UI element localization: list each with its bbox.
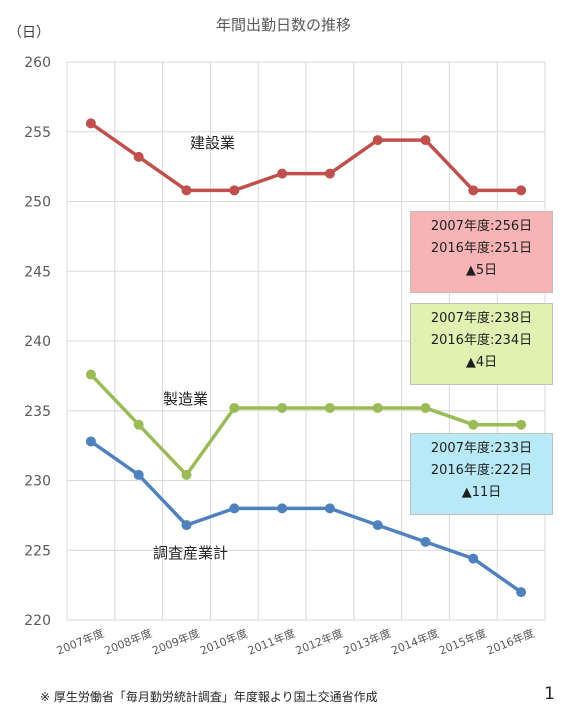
x-tick-label: 2010年度 [198, 626, 250, 658]
data-point [516, 587, 527, 598]
series-line [89, 121, 523, 193]
series-line [89, 372, 523, 477]
annotation-line: 2016年度:234日 [430, 333, 533, 348]
data-point [468, 419, 479, 430]
data-point [324, 168, 335, 179]
data-point [372, 520, 383, 531]
y-tick-label: 235 [24, 404, 51, 420]
data-point [324, 402, 335, 413]
annotation-line: 2007年度:238日 [430, 311, 533, 326]
y-tick-label: 225 [24, 543, 51, 559]
data-point [181, 185, 192, 196]
series-label: 調査産業計 [153, 544, 228, 562]
annotation-box-construction: 2007年度:256日 2016年度:251日 ▲5日 [410, 211, 553, 293]
data-point [372, 135, 383, 146]
page-number: 1 [544, 684, 555, 704]
annotation-box-all-industries: 2007年度:233日 2016年度:222日 ▲11日 [410, 433, 553, 515]
x-tick-label: 2008年度 [102, 626, 154, 658]
annotation-box-manufacturing: 2007年度:238日 2016年度:234日 ▲4日 [410, 303, 553, 385]
x-tick-label: 2014年度 [389, 626, 441, 658]
annotation-change: ▲4日 [465, 355, 498, 370]
y-tick-label: 250 [24, 195, 51, 211]
data-point [85, 436, 96, 447]
data-point [133, 419, 144, 430]
y-tick-label: 245 [24, 264, 51, 280]
y-tick-label: 255 [24, 125, 51, 141]
series-label: 建設業 [190, 134, 235, 152]
data-point [277, 168, 288, 179]
series-line [89, 439, 523, 594]
data-point [181, 520, 192, 531]
data-point [468, 553, 479, 564]
y-tick-label: 230 [24, 474, 51, 490]
data-point [85, 369, 96, 380]
x-tick-label: 2011年度 [246, 626, 298, 658]
annotation-line: 2016年度:251日 [430, 241, 533, 256]
data-point [133, 469, 144, 480]
data-point [277, 503, 288, 514]
x-tick-label: 2015年度 [437, 626, 489, 658]
x-tick-label: 2013年度 [341, 626, 393, 658]
data-point [516, 185, 527, 196]
series-label: 製造業 [163, 390, 208, 408]
chart-title: 年間出勤日数の推移 [215, 16, 351, 34]
y-axis-unit: （日） [8, 25, 50, 41]
y-tick-label: 260 [24, 55, 51, 71]
x-tick-label: 2016年度 [485, 626, 537, 658]
x-tick-label: 2007年度 [54, 626, 106, 658]
annotation-change: ▲11日 [461, 485, 502, 500]
data-point [324, 503, 335, 514]
data-point [420, 402, 431, 413]
data-point [181, 469, 192, 480]
data-point [133, 151, 144, 162]
x-tick-label: 2012年度 [293, 626, 345, 658]
source-footnote: ※ 厚生労働省「毎月勤労統計調査」年度報より国土交通省作成 [40, 690, 378, 704]
data-point [420, 536, 431, 547]
data-point [420, 135, 431, 146]
data-point [229, 402, 240, 413]
data-point [85, 118, 96, 129]
data-point [229, 503, 240, 514]
data-point [229, 185, 240, 196]
y-tick-label: 220 [24, 613, 51, 629]
annotation-line: 2007年度:233日 [430, 441, 533, 456]
y-tick-label: 240 [24, 334, 51, 350]
annotation-change: ▲5日 [465, 263, 498, 278]
annotation-line: 2016年度:222日 [430, 463, 533, 478]
x-tick-label: 2009年度 [150, 626, 202, 658]
data-point [468, 185, 479, 196]
data-point [372, 402, 383, 413]
data-point [516, 419, 527, 430]
series-lines [85, 118, 527, 598]
data-point [277, 402, 288, 413]
annotation-line: 2007年度:256日 [430, 219, 533, 234]
